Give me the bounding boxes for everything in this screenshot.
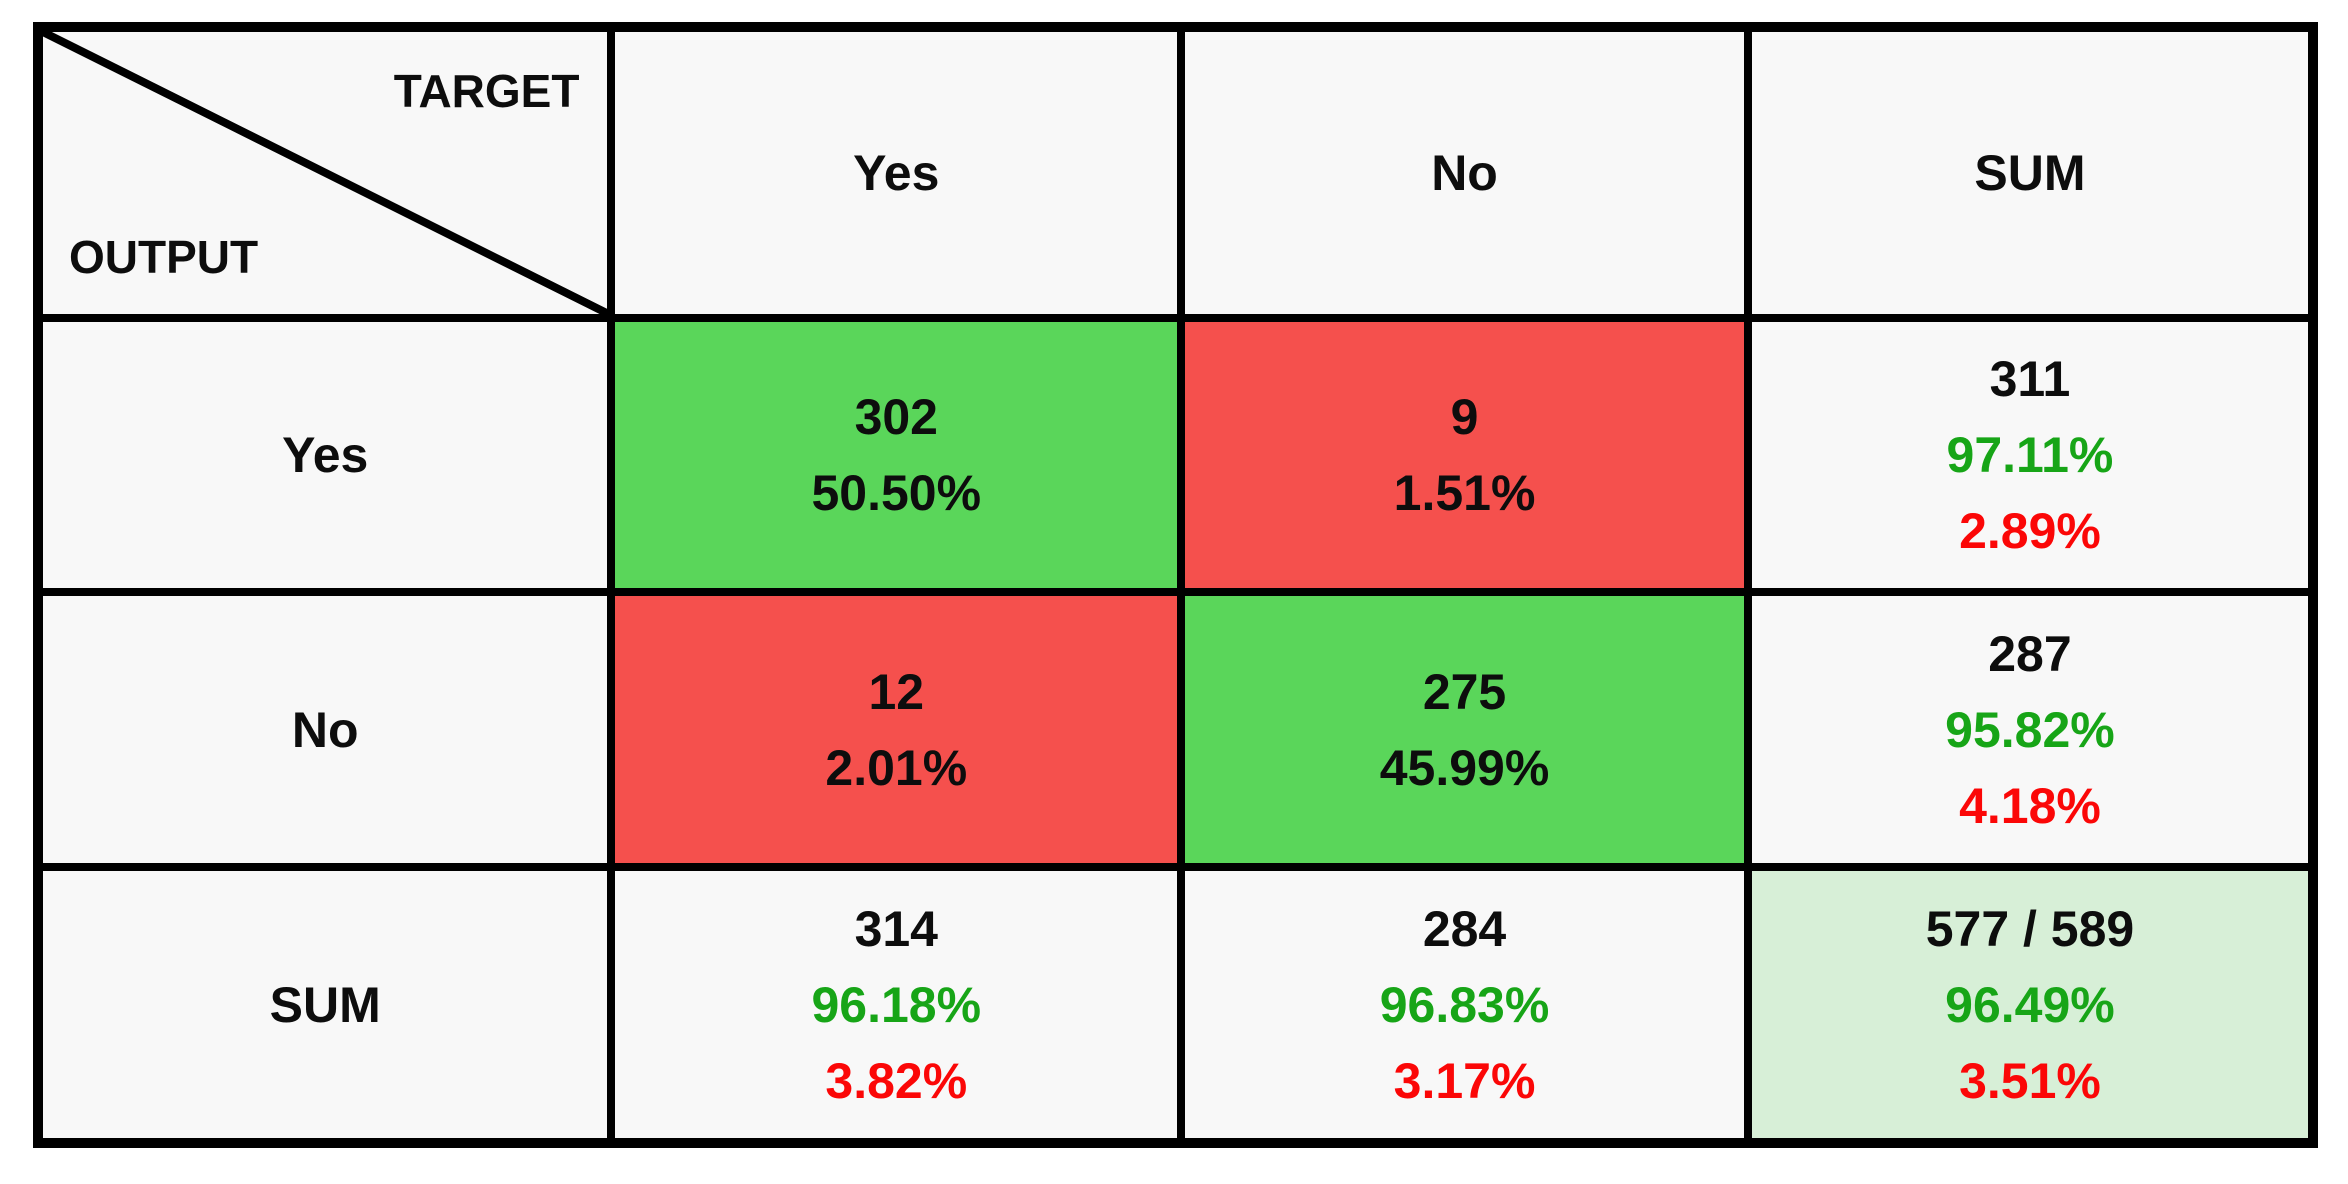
cell-percent: 2.01% [825, 739, 968, 796]
row-header-label: SUM [269, 976, 381, 1033]
row-sum-count: 311 [1989, 350, 2071, 407]
output-axis-label: OUTPUT [69, 230, 259, 283]
diagonal-divider-line [43, 32, 607, 314]
confusion-matrix-table: TARGET OUTPUT Yes No SUM Yes 302 50.50% … [33, 22, 2318, 1148]
row-header-no: No [43, 596, 608, 864]
cell-percent: 1.51% [1393, 464, 1536, 521]
overall-error-percent: 3.51% [1959, 1052, 2101, 1109]
col-sum-correct-percent: 96.18% [811, 976, 982, 1033]
overall-accuracy-percent: 96.49% [1945, 976, 2115, 1033]
row-sum-error-percent: 4.18% [1959, 777, 2101, 834]
cell-count: 302 [854, 388, 938, 445]
col-header-no: No [1185, 32, 1744, 314]
cell-output-yes-target-no: 9 1.51% [1185, 321, 1744, 589]
overall-count: 577 / 589 [1925, 900, 2135, 957]
col-header-label: No [1431, 144, 1498, 201]
col-header-label: SUM [1974, 144, 2086, 201]
row-sum-count: 287 [1988, 625, 2072, 682]
row-header-label: No [291, 701, 359, 758]
cell-output-yes-target-yes: 302 50.50% [615, 321, 1178, 589]
cell-count: 12 [868, 663, 925, 720]
col-sum-count: 314 [854, 900, 938, 957]
cell-percent: 45.99% [1379, 739, 1550, 796]
row-sum-error-percent: 2.89% [1959, 502, 2101, 559]
col-sum-error-percent: 3.82% [825, 1052, 968, 1109]
corner-cell: TARGET OUTPUT [43, 32, 608, 314]
col-sum-count: 284 [1422, 900, 1507, 957]
col-header-sum: SUM [1751, 32, 2308, 314]
col-sum-error-percent: 3.17% [1393, 1052, 1536, 1109]
col-sum-correct-percent: 96.83% [1379, 976, 1550, 1033]
cell-output-no-target-yes: 12 2.01% [615, 596, 1178, 864]
cell-percent: 50.50% [811, 464, 982, 521]
cell-count: 275 [1422, 663, 1507, 720]
target-axis-label: TARGET [393, 65, 580, 117]
row-header-sum: SUM [43, 871, 608, 1138]
row-header-label: Yes [282, 426, 369, 483]
cell-overall-total: 577 / 589 96.49% 3.51% [1751, 871, 2308, 1138]
cell-output-no-row-sum: 287 95.82% 4.18% [1751, 596, 2308, 864]
cell-output-no-target-no: 275 45.99% [1185, 596, 1744, 864]
row-sum-correct-percent: 95.82% [1945, 701, 2115, 758]
cell-output-yes-row-sum: 311 97.11% 2.89% [1751, 321, 2308, 589]
cell-count: 9 [1450, 388, 1479, 445]
cell-col-sum-target-yes: 314 96.18% 3.82% [615, 871, 1178, 1138]
col-header-yes: Yes [615, 32, 1178, 314]
col-header-label: Yes [853, 144, 940, 201]
row-sum-correct-percent: 97.11% [1946, 426, 2114, 483]
row-header-yes: Yes [43, 321, 608, 589]
cell-col-sum-target-no: 284 96.83% 3.17% [1185, 871, 1744, 1138]
